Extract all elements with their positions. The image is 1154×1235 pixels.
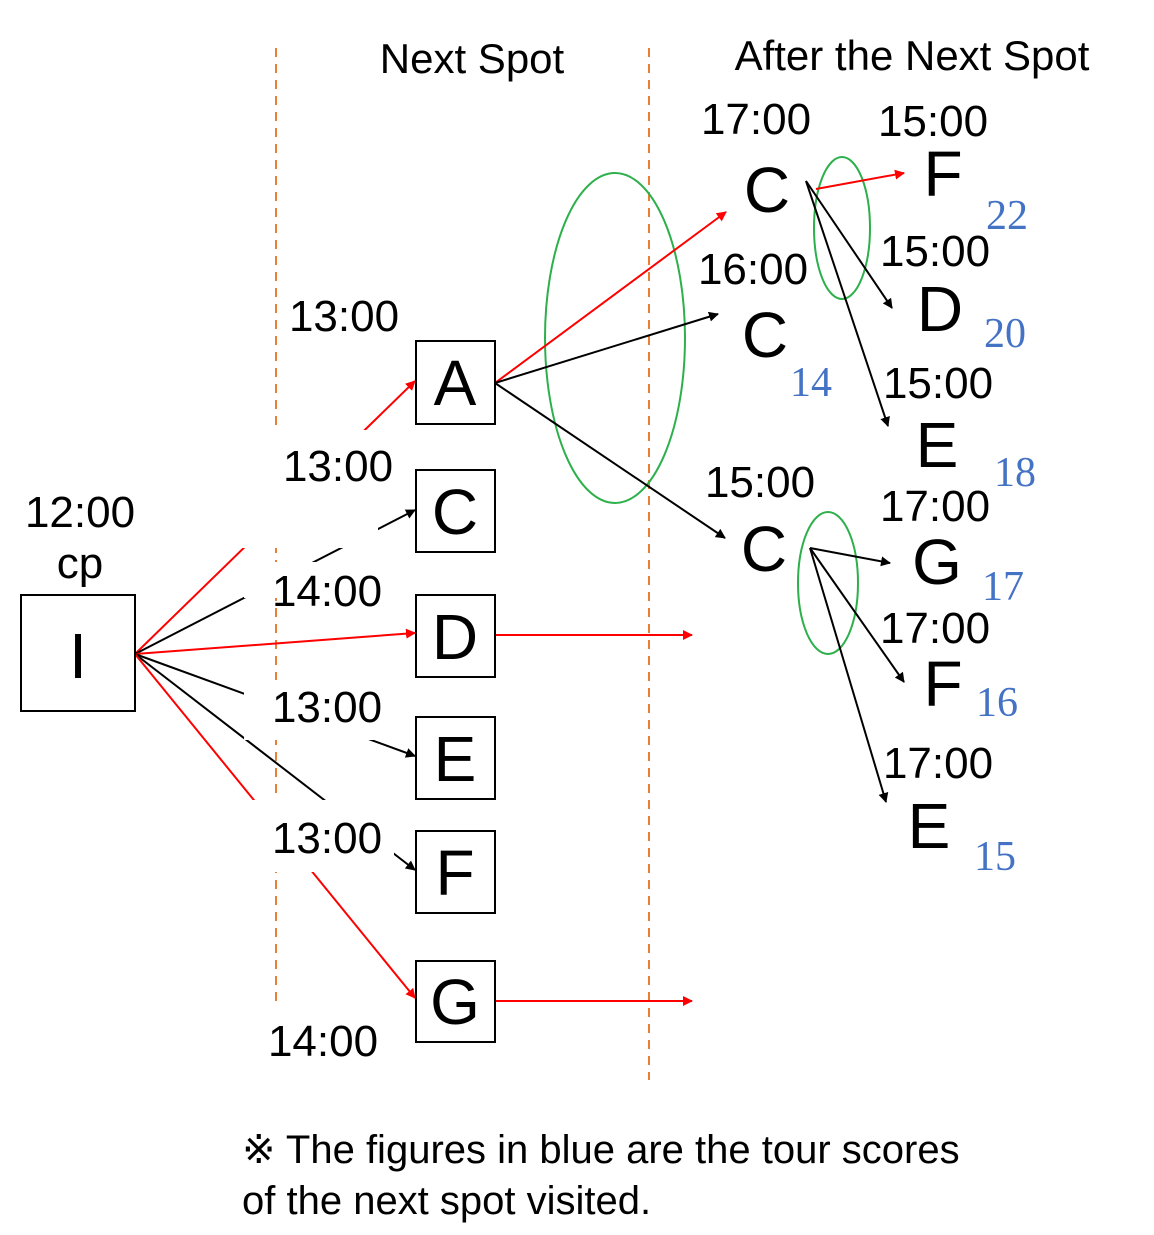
next-spot-g: G <box>415 960 496 1043</box>
next-spot-label: C <box>432 476 478 548</box>
group-ellipse-a <box>544 172 686 504</box>
next-spot-a: A <box>415 340 496 425</box>
header-after-next-spot: After the Next Spot <box>735 32 1090 79</box>
after-node-label: C <box>741 513 787 585</box>
time-label: 14:00 <box>272 567 382 616</box>
next-spot-label: D <box>432 601 478 673</box>
next-spot-label: E <box>434 723 477 795</box>
arrow-c-top-to-e <box>805 180 890 427</box>
after-node-label: G <box>912 526 962 598</box>
arrow-c-top-to-f <box>815 169 905 190</box>
time-label: 15:00 <box>705 458 815 507</box>
time-label: 13:00 <box>283 442 393 491</box>
after-node-label: E <box>916 409 959 481</box>
time-label: 13:00 <box>272 683 382 732</box>
time-label: 13:00 <box>272 814 382 863</box>
time-label: 15:00 <box>880 227 990 276</box>
score-label: 22 <box>986 193 1028 239</box>
after-node-label: C <box>744 154 790 226</box>
time-label: 15:00 <box>878 97 988 146</box>
origin-node-box <box>20 594 136 712</box>
score-label: 16 <box>976 680 1018 726</box>
arrow-a-to-c-top <box>494 211 727 384</box>
time-label: 14:00 <box>268 1017 378 1066</box>
footnote-line-2: of the next spot visited. <box>242 1179 651 1223</box>
arrow-c-bottom-to-e <box>809 547 889 803</box>
next-spot-label: F <box>435 837 474 909</box>
origin-sub: cp <box>57 539 103 588</box>
time-label: 17:00 <box>880 604 990 653</box>
arrow-c-bottom-to-f <box>809 547 905 683</box>
after-node-label: E <box>908 790 951 862</box>
score-label: 20 <box>984 311 1026 357</box>
next-spot-label: A <box>434 347 477 419</box>
arrow-i-to-d <box>134 628 416 655</box>
score-label: 15 <box>974 834 1016 880</box>
group-ellipse-c-bottom <box>797 511 859 655</box>
group-ellipse-c-top <box>813 156 871 300</box>
score-label: 14 <box>790 360 832 406</box>
after-node-label: F <box>923 138 962 210</box>
arrow-c-top-to-d <box>805 180 893 309</box>
after-node-label: F <box>923 648 962 720</box>
after-node-label: D <box>917 273 963 345</box>
origin-node-label: I <box>69 620 87 692</box>
score-label: 18 <box>994 450 1036 496</box>
next-spot-f: F <box>415 830 496 914</box>
after-node-label: C <box>742 299 788 371</box>
time-label: 15:00 <box>883 359 993 408</box>
score-label: 17 <box>982 564 1024 610</box>
next-spot-c: C <box>415 469 496 553</box>
time-label: 17:00 <box>883 739 993 788</box>
arrow-a-to-c-middle <box>494 311 719 384</box>
next-spot-d: D <box>415 594 496 678</box>
arrow-a-to-c-bottom <box>494 382 726 539</box>
time-label: 13:00 <box>289 292 399 341</box>
arrow-c-bottom-to-g <box>809 547 891 567</box>
next-spot-e: E <box>415 716 496 800</box>
origin-time: 12:00 <box>25 488 135 537</box>
footnote-line-1: ※ The figures in blue are the tour score… <box>242 1128 960 1172</box>
time-label: 17:00 <box>701 95 811 144</box>
header-next-spot: Next Spot <box>380 35 565 82</box>
next-spot-label: G <box>430 966 480 1038</box>
time-label: 17:00 <box>880 482 990 531</box>
time-label: 16:00 <box>698 245 808 294</box>
